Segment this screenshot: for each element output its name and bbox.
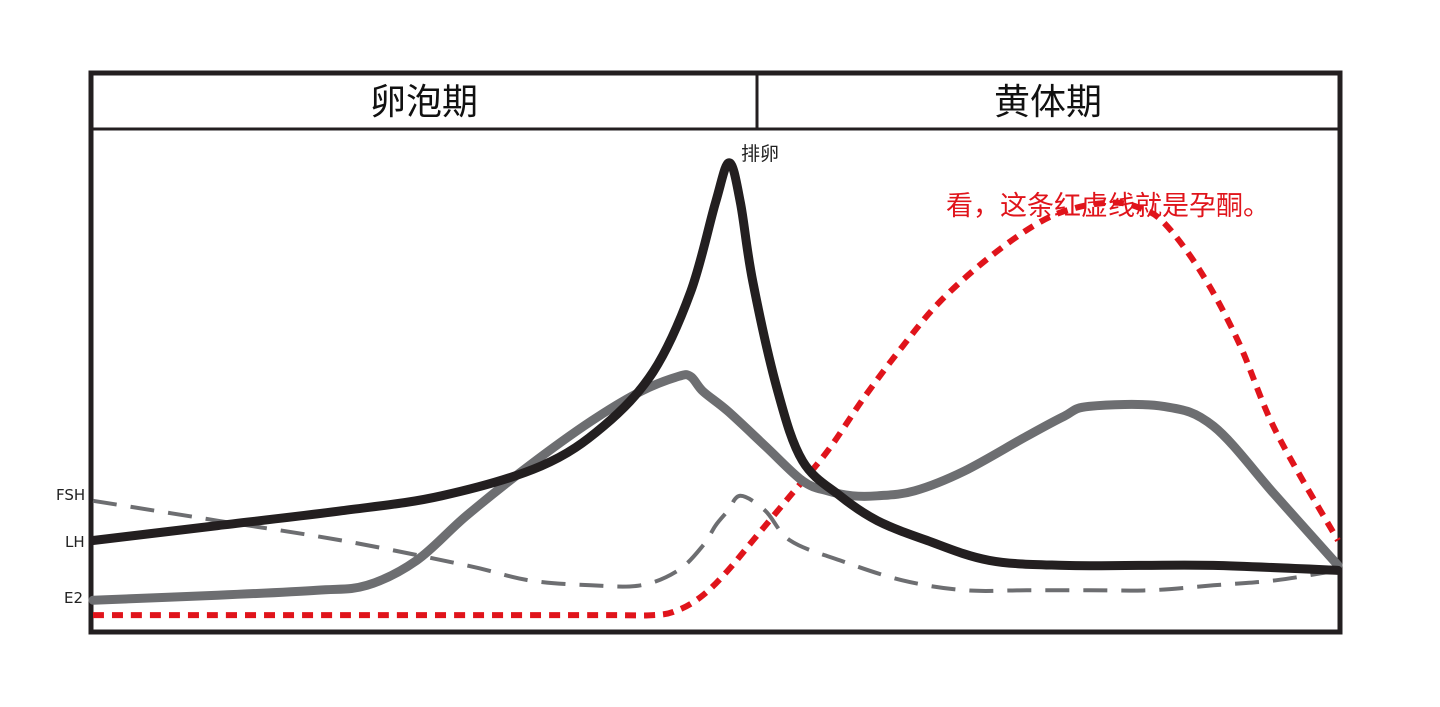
- series-label-lh: LH: [65, 533, 85, 551]
- series-line-progesterone: [93, 199, 1341, 619]
- series-label-e2: E2: [64, 589, 83, 607]
- progesterone-annotation: 看，这条红虚线就是孕酮。: [946, 191, 1270, 222]
- series-layer: [88, 158, 1343, 619]
- series-line-e2: [88, 370, 1343, 605]
- phase-label-follicular: 卵泡期: [370, 82, 478, 123]
- phase-label-luteal: 黄体期: [994, 82, 1102, 123]
- plot-frame: [88, 70, 1343, 635]
- series-line-fsh: [92, 493, 1339, 593]
- series-label-fsh: FSH: [56, 486, 85, 504]
- series-line-lh: [88, 158, 1343, 575]
- ovulation-label: 排卵: [741, 143, 779, 165]
